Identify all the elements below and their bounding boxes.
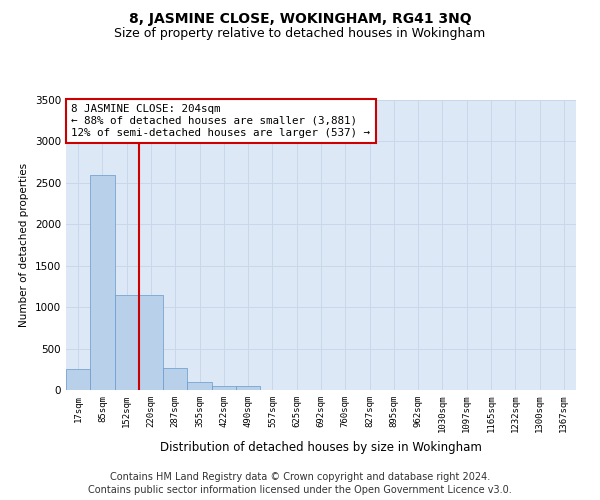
Bar — [212, 386, 236, 390]
Bar — [236, 386, 260, 390]
Text: 8, JASMINE CLOSE, WOKINGHAM, RG41 3NQ: 8, JASMINE CLOSE, WOKINGHAM, RG41 3NQ — [128, 12, 472, 26]
Bar — [139, 294, 163, 390]
Bar — [187, 382, 212, 390]
Text: Size of property relative to detached houses in Wokingham: Size of property relative to detached ho… — [115, 28, 485, 40]
Text: Contains public sector information licensed under the Open Government Licence v3: Contains public sector information licen… — [88, 485, 512, 495]
Y-axis label: Number of detached properties: Number of detached properties — [19, 163, 29, 327]
Text: Contains HM Land Registry data © Crown copyright and database right 2024.: Contains HM Land Registry data © Crown c… — [110, 472, 490, 482]
Bar — [66, 370, 90, 390]
Bar — [163, 368, 187, 390]
X-axis label: Distribution of detached houses by size in Wokingham: Distribution of detached houses by size … — [160, 441, 482, 454]
Bar — [90, 174, 115, 390]
Text: 8 JASMINE CLOSE: 204sqm
← 88% of detached houses are smaller (3,881)
12% of semi: 8 JASMINE CLOSE: 204sqm ← 88% of detache… — [71, 104, 370, 138]
Bar — [115, 294, 139, 390]
